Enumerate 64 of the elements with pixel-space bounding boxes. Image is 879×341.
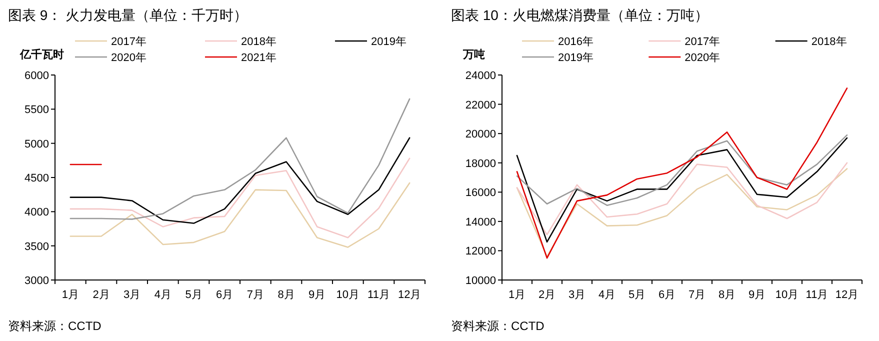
legend-label: 2021年 xyxy=(241,52,276,64)
legend-label: 2018年 xyxy=(811,36,847,48)
x-tick-label: 4月 xyxy=(154,289,172,301)
y-tick-label: 14000 xyxy=(465,216,496,228)
y-tick-label: 4500 xyxy=(24,172,49,184)
line-series xyxy=(70,137,410,224)
y-axis-title: 万吨 xyxy=(462,48,485,61)
legend-label: 2017年 xyxy=(684,36,720,48)
x-tick-label: 11月 xyxy=(368,289,390,301)
chart-title: 图表 9： 火力发电量（单位：千万时） xyxy=(8,7,248,23)
x-tick-label: 1月 xyxy=(508,289,526,301)
x-tick-label: 8月 xyxy=(718,289,736,301)
x-tick-label: 7月 xyxy=(246,289,264,301)
y-tick-label: 16000 xyxy=(465,187,496,200)
x-tick-label: 12月 xyxy=(835,289,859,301)
x-tick-label: 3月 xyxy=(124,289,141,301)
x-tick-label: 9月 xyxy=(308,289,326,301)
x-tick-label: 2月 xyxy=(92,289,110,301)
x-tick-label: 2月 xyxy=(538,289,556,301)
chart-title: 图表 10：火电燃煤消费量（单位：万吨） xyxy=(451,7,708,23)
y-tick-label: 10000 xyxy=(465,275,496,287)
line-series xyxy=(70,98,410,220)
x-tick-label: 5月 xyxy=(628,289,646,301)
y-tick-label: 5000 xyxy=(24,138,49,150)
x-tick-label: 6月 xyxy=(658,289,676,301)
y-tick-label: 20000 xyxy=(465,128,496,141)
legend-label: 2016年 xyxy=(558,36,594,48)
y-tick-label: 3000 xyxy=(24,275,49,287)
x-tick-label: 10月 xyxy=(336,289,360,301)
text: 资料来源：CCTD xyxy=(8,319,102,333)
x-tick-label: 7月 xyxy=(688,289,706,301)
legend-label: 2020年 xyxy=(684,52,720,64)
y-tick-label: 12000 xyxy=(465,246,496,258)
x-tick-label: 3月 xyxy=(568,289,586,301)
legend-label: 2017年 xyxy=(111,36,146,48)
line-series xyxy=(516,134,848,206)
line-series xyxy=(516,137,848,243)
line-series xyxy=(516,168,848,258)
x-tick-label: 4月 xyxy=(598,289,616,301)
y-tick-label: 4000 xyxy=(24,206,49,219)
legend-label: 2019年 xyxy=(371,36,406,48)
legend-label: 2020年 xyxy=(111,52,146,64)
x-tick-label: 10月 xyxy=(775,289,799,301)
x-tick-label: 12月 xyxy=(398,289,422,301)
x-tick-label: 5月 xyxy=(185,289,202,301)
x-tick-label: 9月 xyxy=(748,289,766,301)
y-axis-title: 亿千瓦时 xyxy=(19,48,64,61)
line-series xyxy=(516,88,848,259)
y-tick-label: 3500 xyxy=(24,240,49,253)
x-tick-label: 6月 xyxy=(216,289,234,301)
y-tick-label: 18000 xyxy=(465,158,496,170)
x-tick-label: 11月 xyxy=(806,289,828,301)
legend-label: 2019年 xyxy=(558,52,594,64)
x-tick-label: 8月 xyxy=(278,289,295,301)
y-tick-label: 24000 xyxy=(465,70,496,82)
y-tick-label: 22000 xyxy=(465,99,496,112)
y-tick-label: 6000 xyxy=(24,70,49,82)
legend-label: 2018年 xyxy=(241,36,276,48)
y-tick-label: 5500 xyxy=(24,104,49,116)
line-series xyxy=(516,162,848,236)
line-series xyxy=(70,182,410,248)
x-tick-label: 1月 xyxy=(62,289,79,301)
line-series xyxy=(70,158,410,238)
text: 资料来源：CCTD xyxy=(451,319,545,333)
